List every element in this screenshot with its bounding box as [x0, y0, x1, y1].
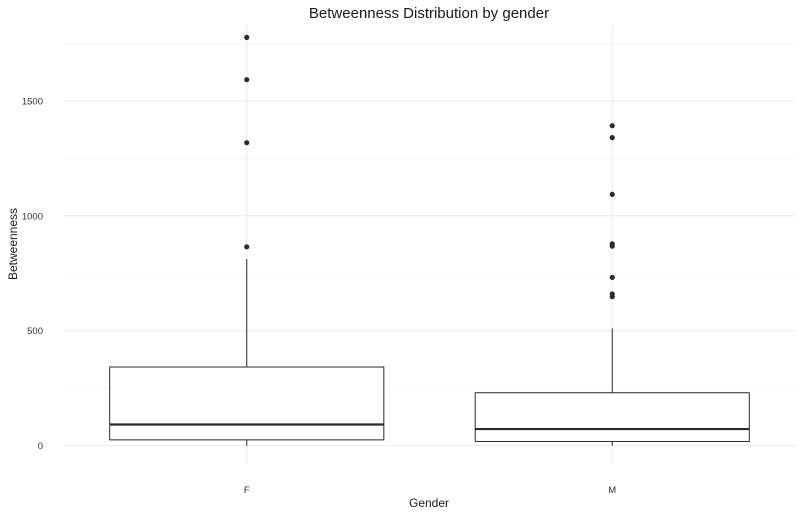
- outlier-point-M-7: [609, 123, 615, 129]
- outlier-point-M-1: [609, 291, 615, 297]
- x-tick-label-M: M: [608, 485, 616, 496]
- box-F: [109, 34, 385, 446]
- iqr-box-F: [109, 366, 385, 441]
- x-tick-label-F: F: [244, 485, 250, 496]
- box-group: [109, 34, 750, 446]
- y-axis-title: Betweenness: [6, 208, 20, 280]
- y-tick-label-1000: 1000: [22, 211, 43, 222]
- outlier-point-F-0: [244, 244, 250, 250]
- outlier-point-M-4: [609, 241, 615, 247]
- outlier-point-F-2: [244, 77, 250, 83]
- y-tick-label-500: 500: [27, 326, 43, 337]
- y-tick-label-0: 0: [38, 441, 43, 452]
- outlier-point-F-3: [244, 34, 250, 41]
- iqr-box-M: [474, 392, 750, 442]
- outlier-point-M-5: [609, 191, 615, 197]
- chart-title: Betweenness Distribution by gender: [309, 5, 549, 22]
- outlier-point-M-2: [609, 274, 615, 280]
- y-tick-label-1500: 1500: [22, 96, 43, 107]
- y-axis-ticks: 0 500 1000 1500: [22, 96, 43, 452]
- outlier-point-F-1: [244, 140, 250, 146]
- x-axis-title: Gender: [409, 496, 449, 510]
- outlier-point-M-6: [609, 135, 615, 141]
- box-M: [474, 123, 750, 446]
